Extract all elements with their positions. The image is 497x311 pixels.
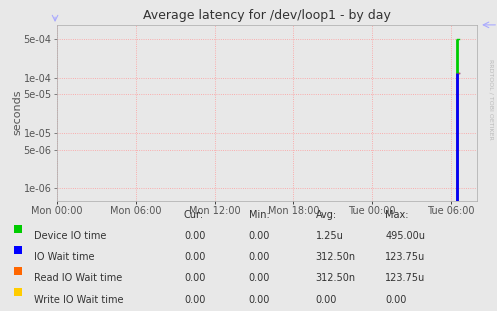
Text: Min:: Min: bbox=[248, 210, 269, 220]
Text: 312.50n: 312.50n bbox=[316, 252, 356, 262]
Text: 0.00: 0.00 bbox=[184, 231, 205, 241]
Text: 123.75u: 123.75u bbox=[385, 273, 425, 283]
Text: RRDTOOL / TOBI OETIKER: RRDTOOL / TOBI OETIKER bbox=[488, 59, 493, 140]
Text: 1.25u: 1.25u bbox=[316, 231, 343, 241]
Text: Device IO time: Device IO time bbox=[34, 231, 106, 241]
Text: 312.50n: 312.50n bbox=[316, 273, 356, 283]
Text: 123.75u: 123.75u bbox=[385, 252, 425, 262]
Text: 0.00: 0.00 bbox=[248, 231, 270, 241]
Text: 0.00: 0.00 bbox=[248, 295, 270, 304]
Y-axis label: seconds: seconds bbox=[12, 90, 22, 136]
Text: 0.00: 0.00 bbox=[385, 295, 407, 304]
Text: 495.00u: 495.00u bbox=[385, 231, 425, 241]
Text: Cur:: Cur: bbox=[184, 210, 204, 220]
Text: Avg:: Avg: bbox=[316, 210, 337, 220]
Text: 0.00: 0.00 bbox=[248, 252, 270, 262]
Title: Average latency for /dev/loop1 - by day: Average latency for /dev/loop1 - by day bbox=[143, 9, 391, 22]
Text: 0.00: 0.00 bbox=[184, 252, 205, 262]
Text: 0.00: 0.00 bbox=[184, 273, 205, 283]
Text: 0.00: 0.00 bbox=[184, 295, 205, 304]
Text: Read IO Wait time: Read IO Wait time bbox=[34, 273, 122, 283]
Text: 0.00: 0.00 bbox=[248, 273, 270, 283]
Text: Max:: Max: bbox=[385, 210, 409, 220]
Text: IO Wait time: IO Wait time bbox=[34, 252, 94, 262]
Text: Write IO Wait time: Write IO Wait time bbox=[34, 295, 123, 304]
Text: 0.00: 0.00 bbox=[316, 295, 337, 304]
